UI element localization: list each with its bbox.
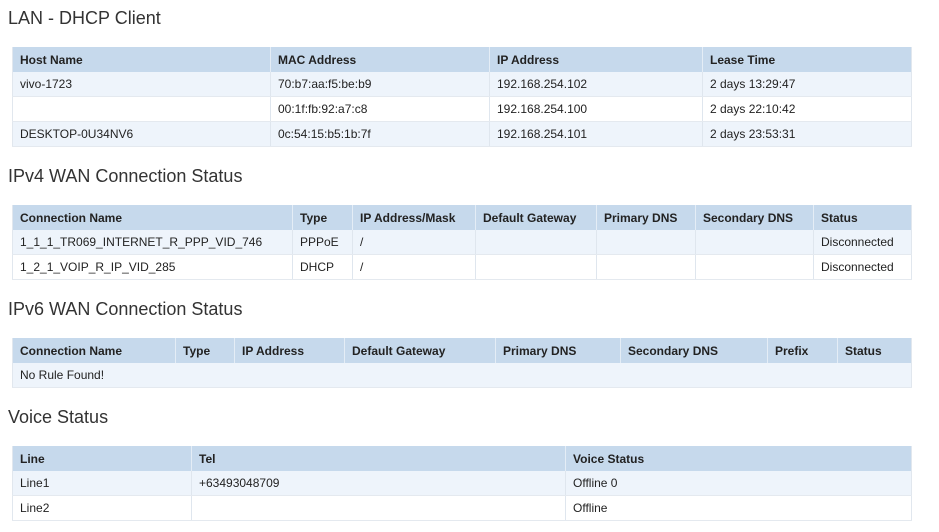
- table-cell: /: [352, 230, 476, 255]
- header-row: Connection Name Type IP Address/Mask Defaul…: [12, 205, 912, 230]
- table-cell: [695, 254, 814, 280]
- table-cell: 2 days 22:10:42: [702, 96, 912, 122]
- table-cell: Line2: [12, 495, 192, 521]
- column-header: Status: [837, 338, 912, 363]
- table-cell: [12, 96, 271, 122]
- table-cell: vivo-1723: [12, 72, 271, 97]
- table-row: Line2 Offline: [12, 495, 912, 521]
- column-header: IP Address/Mask: [352, 205, 476, 230]
- table-cell: [596, 230, 696, 255]
- table-cell: PPPoE: [292, 230, 353, 255]
- column-header: Voice Status: [565, 446, 912, 471]
- table-cell: 192.168.254.100: [489, 96, 703, 122]
- column-header: Host Name: [12, 47, 271, 72]
- table-row: 1_1_1_TR069_INTERNET_R_PPP_VID_746 PPPoE /…: [12, 230, 912, 255]
- column-header: Secondary DNS: [620, 338, 768, 363]
- header-row: Host Name MAC Address IP Address Lease Time: [12, 47, 912, 72]
- table-row: 1_2_1_VOIP_R_IP_VID_285 DHCP / Disconnected: [12, 254, 912, 280]
- table-cell: Offline 0: [565, 471, 912, 496]
- table-cell: [695, 230, 814, 255]
- voice-title: Voice Status: [8, 407, 109, 427]
- table-cell: +63493048709: [191, 471, 566, 496]
- lan-dhcp-title: LAN - DHCP Client: [8, 8, 161, 28]
- column-header: Default Gateway: [344, 338, 496, 363]
- table-cell: 2 days 23:53:31: [702, 121, 912, 147]
- table-cell: [596, 254, 696, 280]
- header-row: Line Tel Voice Status: [12, 446, 912, 471]
- table-cell: /: [352, 254, 476, 280]
- table-cell: [191, 495, 566, 521]
- column-header: IP Address: [234, 338, 345, 363]
- column-header: Type: [175, 338, 235, 363]
- table-row: vivo-1723 70:b7:aa:f5:be:b9 192.168.254.10…: [12, 72, 912, 97]
- column-header: Status: [813, 205, 912, 230]
- table-cell: 2 days 13:29:47: [702, 72, 912, 97]
- lan-dhcp-table: Host Name MAC Address IP Address Lease Time…: [12, 47, 912, 147]
- table-cell: 0c:54:15:b5:1b:7f: [270, 121, 490, 147]
- table-cell: [475, 230, 597, 255]
- column-header: Default Gateway: [475, 205, 597, 230]
- table-cell: Line1: [12, 471, 192, 496]
- table-cell: [475, 254, 597, 280]
- column-header: IP Address: [489, 47, 703, 72]
- column-header: Prefix: [767, 338, 838, 363]
- table-cell: 192.168.254.101: [489, 121, 703, 147]
- column-header: Tel: [191, 446, 566, 471]
- table-row: Line1 +63493048709 Offline 0: [12, 471, 912, 496]
- ipv6-wan-table: Connection Name Type IP Address Default Gat…: [12, 338, 912, 388]
- column-header: Lease Time: [702, 47, 912, 72]
- column-header: MAC Address: [270, 47, 490, 72]
- column-header: Line: [12, 446, 192, 471]
- column-header: Connection Name: [12, 338, 176, 363]
- table-row: 00:1f:fb:92:a7:c8 192.168.254.100 2 days 2…: [12, 96, 912, 122]
- table-cell: 1_2_1_VOIP_R_IP_VID_285: [12, 254, 293, 280]
- table-cell: Disconnected: [813, 230, 912, 255]
- column-header: Primary DNS: [495, 338, 621, 363]
- table-cell: 1_1_1_TR069_INTERNET_R_PPP_VID_746: [12, 230, 293, 255]
- ipv4-wan-table: Connection Name Type IP Address/Mask Defaul…: [12, 205, 912, 280]
- column-header: Connection Name: [12, 205, 293, 230]
- table-cell: Offline: [565, 495, 912, 521]
- header-row: Connection Name Type IP Address Default Gat…: [12, 338, 912, 363]
- table-row: DESKTOP-0U34NV6 0c:54:15:b5:1b:7f 192.168.…: [12, 121, 912, 147]
- column-header: Primary DNS: [596, 205, 696, 230]
- table-cell: 192.168.254.102: [489, 72, 703, 97]
- ipv4-wan-title: IPv4 WAN Connection Status: [8, 166, 243, 186]
- empty-message: No Rule Found!: [12, 363, 912, 388]
- empty-row: No Rule Found!: [12, 363, 912, 388]
- table-cell: DESKTOP-0U34NV6: [12, 121, 271, 147]
- table-cell: Disconnected: [813, 254, 912, 280]
- table-cell: DHCP: [292, 254, 353, 280]
- table-cell: 70:b7:aa:f5:be:b9: [270, 72, 490, 97]
- column-header: Type: [292, 205, 353, 230]
- voice-table: Line Tel Voice Status Line1 +63493048709 Offl…: [12, 446, 912, 521]
- table-cell: 00:1f:fb:92:a7:c8: [270, 96, 490, 122]
- ipv6-wan-title: IPv6 WAN Connection Status: [8, 299, 243, 319]
- column-header: Secondary DNS: [695, 205, 814, 230]
